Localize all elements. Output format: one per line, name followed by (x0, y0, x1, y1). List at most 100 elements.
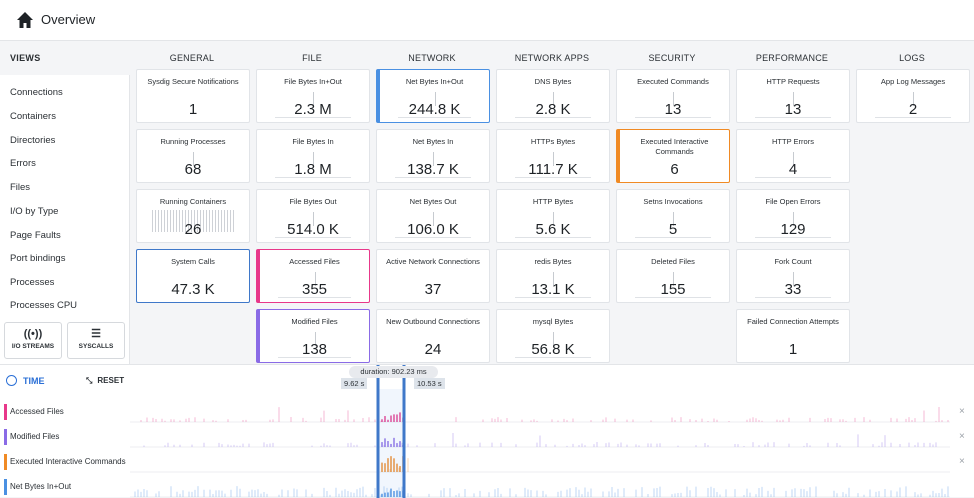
sparkline-baseline (278, 357, 351, 358)
card-label: Net Bytes In+Out (405, 77, 464, 86)
card-https-bytes[interactable]: HTTPs Bytes 111.7 K (496, 129, 610, 183)
card-fork-count[interactable]: Fork Count 33 (736, 249, 850, 303)
sparkline-baseline (635, 117, 711, 118)
sidebar-item-port-bindings[interactable]: Port bindings (10, 253, 66, 264)
home-icon[interactable] (16, 11, 34, 29)
card-setns-invocations[interactable]: Setns Invocations 5 (616, 189, 730, 243)
selection-start-label: 9.62 s (341, 378, 368, 389)
card-mysql-bytes[interactable]: mysql Bytes 56.8 K (496, 309, 610, 363)
top-bar: Overview (0, 0, 974, 41)
card-file-bytes-out[interactable]: File Bytes Out 514.0 K (256, 189, 370, 243)
card-accessed-files[interactable]: Accessed Files 355 (256, 249, 370, 303)
card-value: 2 (908, 101, 918, 118)
card-value: 4 (788, 161, 798, 178)
sparkline (553, 92, 554, 106)
card-label: DNS Bytes (534, 77, 572, 86)
sidebar-item-io-by-type[interactable]: I/O by Type (10, 206, 59, 217)
sidebar-item-containers[interactable]: Containers (10, 111, 56, 122)
card-http-requests[interactable]: HTTP Requests 13 (736, 69, 850, 123)
card-label: Deleted Files (651, 257, 695, 266)
card-file-open-errors[interactable]: File Open Errors 129 (736, 189, 850, 243)
card-label: Sysdig Secure Notifications (147, 77, 239, 86)
sparkline-baseline (275, 177, 351, 178)
column-general: GENERAL (169, 53, 215, 63)
card-value: 6 (670, 161, 679, 178)
io-streams-button[interactable]: ((•)) I/O STREAMS (4, 322, 62, 359)
card-value: 68 (184, 161, 202, 178)
close-icon[interactable]: × (959, 406, 965, 417)
card-label: Failed Connection Attempts (747, 317, 839, 326)
sparkline-baseline (515, 117, 591, 118)
list-icon: ☰ (91, 328, 101, 340)
card-dns-bytes[interactable]: DNS Bytes 2.8 K (496, 69, 610, 123)
sparkline (152, 210, 234, 232)
close-icon[interactable]: × (959, 431, 965, 442)
card-executed-interactive-commands[interactable]: Executed Interactive Commands 6 (616, 129, 730, 183)
card-value: 26 (184, 221, 202, 238)
broadcast-icon: ((•)) (23, 328, 43, 340)
sidebar-item-page-faults[interactable]: Page Faults (10, 230, 61, 241)
sparkline-baseline (395, 237, 471, 238)
row-color-bar (4, 404, 7, 420)
views-heading: VIEWS (0, 42, 130, 75)
card-http-errors[interactable]: HTTP Errors 4 (736, 129, 850, 183)
duration-badge: duration: 902.23 ms (349, 366, 438, 378)
sparkline (553, 332, 554, 346)
column-network-apps: NETWORK APPS (514, 53, 590, 63)
card-running-processes[interactable]: Running Processes 68 (136, 129, 250, 183)
card-value: 1.8 M (294, 161, 332, 178)
selection-range[interactable] (378, 389, 405, 498)
sparkline-baseline (515, 357, 591, 358)
card-net-bytes-out[interactable]: Net Bytes Out 106.0 K (376, 189, 490, 243)
sparkline (314, 272, 316, 286)
card-label: File Bytes Out (289, 197, 337, 206)
page-title: Overview (41, 12, 96, 27)
sparkline (793, 272, 794, 286)
sparkline (553, 152, 554, 166)
sidebar-item-connections[interactable]: Connections (10, 87, 63, 98)
sidebar-item-processes-cpu[interactable]: Processes CPU (10, 300, 78, 311)
card-label: Setns Invocations (643, 197, 703, 206)
card-executed-commands[interactable]: Executed Commands 13 (616, 69, 730, 123)
card-new-outbound-connections[interactable]: New Outbound Connections 24 (376, 309, 490, 363)
card-http-bytes[interactable]: HTTP Bytes 5.6 K (496, 189, 610, 243)
card-value: 2.8 K (535, 101, 571, 118)
card-file-bytes-in-out[interactable]: File Bytes In+Out 2.3 M (256, 69, 370, 123)
reset-button[interactable]: ⤡ RESET (86, 376, 124, 386)
sidebar-item-files[interactable]: Files (10, 182, 31, 193)
close-icon[interactable]: × (959, 456, 965, 467)
card-failed-connection-attempts[interactable]: Failed Connection Attempts 1 (736, 309, 850, 363)
card-value: 1 (788, 341, 798, 358)
card-label: System Calls (171, 257, 215, 266)
sparkline (553, 212, 554, 226)
reset-label: RESET (97, 376, 125, 385)
card-net-bytes-in[interactable]: Net Bytes In 138.7 K (376, 129, 490, 183)
card-deleted-files[interactable]: Deleted Files 155 (616, 249, 730, 303)
sidebar-item-processes[interactable]: Processes (10, 277, 55, 288)
card-sysdig-secure-notifications[interactable]: Sysdig Secure Notifications 1 (136, 69, 250, 123)
sparkline (673, 92, 674, 106)
column-security: SECURITY (648, 53, 696, 63)
card-value: 129 (780, 221, 806, 238)
card-label: Executed Interactive Commands (640, 137, 709, 156)
card-modified-files[interactable]: Modified Files 138 (256, 309, 370, 363)
sidebar-item-errors[interactable]: Errors (10, 158, 36, 169)
card-app-log-messages[interactable]: App Log Messages 2 (856, 69, 970, 123)
card-value: 106.0 K (407, 221, 459, 238)
card-label: File Open Errors (765, 197, 821, 206)
overview-grid: GENERAL FILE NETWORK NETWORK APPS SECURI… (131, 42, 974, 364)
sidebar-item-directories[interactable]: Directories (10, 135, 56, 146)
card-file-bytes-in[interactable]: File Bytes In 1.8 M (256, 129, 370, 183)
card-value: 155 (660, 281, 686, 298)
card-net-bytes-in-out[interactable]: Net Bytes In+Out 244.8 K (376, 69, 490, 123)
card-value: 111.7 K (528, 161, 578, 178)
timeline-chart[interactable] (0, 365, 974, 498)
card-system-calls[interactable]: System Calls 47.3 K (136, 249, 250, 303)
syscalls-button[interactable]: ☰ SYSCALLS (67, 322, 125, 359)
sparkline (434, 92, 436, 106)
card-redis-bytes[interactable]: redis Bytes 13.1 K (496, 249, 610, 303)
card-running-containers[interactable]: Running Containers 26 (136, 189, 250, 243)
card-active-network-connections[interactable]: Active Network Connections 37 (376, 249, 490, 303)
timeline-heading: TIME (6, 375, 45, 386)
sparkline (913, 92, 914, 106)
